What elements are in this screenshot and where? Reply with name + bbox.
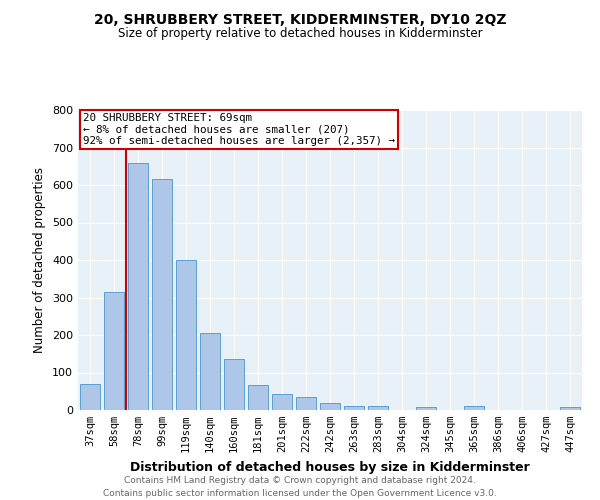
X-axis label: Distribution of detached houses by size in Kidderminster: Distribution of detached houses by size … bbox=[130, 460, 530, 473]
Bar bbox=[104, 292, 124, 410]
Bar bbox=[128, 162, 148, 410]
Bar bbox=[296, 397, 316, 410]
Bar bbox=[152, 180, 172, 410]
Bar bbox=[344, 406, 364, 410]
Bar bbox=[464, 406, 484, 410]
Bar bbox=[320, 403, 340, 410]
Bar bbox=[176, 260, 196, 410]
Bar bbox=[224, 360, 244, 410]
Text: 20 SHRUBBERY STREET: 69sqm
← 8% of detached houses are smaller (207)
92% of semi: 20 SHRUBBERY STREET: 69sqm ← 8% of detac… bbox=[83, 113, 395, 146]
Bar bbox=[416, 408, 436, 410]
Y-axis label: Number of detached properties: Number of detached properties bbox=[34, 167, 46, 353]
Bar bbox=[560, 407, 580, 410]
Text: Contains HM Land Registry data © Crown copyright and database right 2024.
Contai: Contains HM Land Registry data © Crown c… bbox=[103, 476, 497, 498]
Bar bbox=[248, 384, 268, 410]
Bar bbox=[272, 394, 292, 410]
Bar bbox=[368, 406, 388, 410]
Bar bbox=[200, 333, 220, 410]
Bar bbox=[80, 384, 100, 410]
Text: Size of property relative to detached houses in Kidderminster: Size of property relative to detached ho… bbox=[118, 28, 482, 40]
Text: 20, SHRUBBERY STREET, KIDDERMINSTER, DY10 2QZ: 20, SHRUBBERY STREET, KIDDERMINSTER, DY1… bbox=[94, 12, 506, 26]
